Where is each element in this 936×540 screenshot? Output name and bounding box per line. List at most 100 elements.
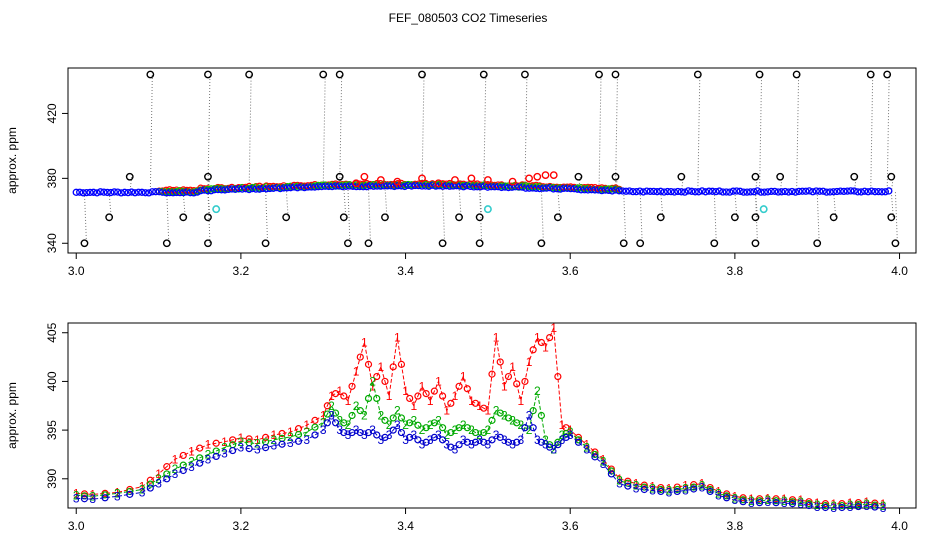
series-2-label: 2 xyxy=(114,486,121,500)
y-tick-label: 420 xyxy=(45,103,59,123)
series-3-point xyxy=(197,187,205,195)
outlier-point xyxy=(335,172,344,181)
series-3-label: 3 xyxy=(139,485,146,499)
series-3-point xyxy=(562,433,570,442)
series-3-label: 3 xyxy=(410,428,417,442)
series-3-point xyxy=(96,188,105,196)
series-3-point xyxy=(172,188,181,197)
series-3-point xyxy=(847,187,855,195)
series-3-point xyxy=(567,184,575,193)
series-3-point xyxy=(80,495,89,503)
x-axis-bottom: 3.0 3.2 3.4 3.6 3.8 4.0 xyxy=(68,508,908,533)
series-1-high-point xyxy=(525,174,533,183)
outlier-connector xyxy=(598,74,602,191)
outlier-connector xyxy=(442,186,446,244)
series-1-point xyxy=(389,363,397,371)
series-3-point xyxy=(719,188,727,196)
y-tick-label: 395 xyxy=(45,420,59,440)
series-3-point xyxy=(86,188,94,197)
y-tick-label: 390 xyxy=(45,468,59,488)
series-2-label: 2 xyxy=(485,423,492,437)
series-1-label: 1 xyxy=(452,389,459,403)
series-3-point xyxy=(231,185,239,193)
series-2-point xyxy=(163,470,171,478)
series-3-point xyxy=(200,186,208,194)
series-3-point xyxy=(722,188,730,196)
series-1-label: 1 xyxy=(748,492,755,506)
outlier-connector xyxy=(368,186,372,244)
series-3-point xyxy=(805,187,813,195)
series-3-point xyxy=(366,182,374,190)
series-2-point xyxy=(455,424,463,432)
series-1-label: 1 xyxy=(559,418,566,432)
series-3-point xyxy=(411,181,419,190)
series-2-point xyxy=(488,416,496,424)
series-3-point xyxy=(777,188,786,196)
series-3-label: 3 xyxy=(353,423,360,437)
series-3-label: 3 xyxy=(526,409,533,423)
series-1-high-point xyxy=(434,179,443,188)
series-2-label: 2 xyxy=(287,430,294,444)
series-3-point xyxy=(421,182,430,190)
series-2-point xyxy=(126,487,134,496)
series-3-label: 3 xyxy=(633,482,640,496)
series-3-point xyxy=(290,183,298,191)
series-1-label: 1 xyxy=(410,399,417,413)
series-1-point xyxy=(294,425,303,433)
series-3-point xyxy=(261,444,270,452)
series-2-label: 2 xyxy=(699,479,706,493)
series-3-point xyxy=(681,188,689,196)
x-tick-label: 3.4 xyxy=(397,264,414,278)
series-3-point xyxy=(739,498,747,506)
series-2-point xyxy=(294,430,303,439)
outlier-point xyxy=(751,213,760,222)
series-2-label: 2 xyxy=(797,495,804,509)
outlier-connector xyxy=(577,176,581,190)
outlier-connector xyxy=(149,74,153,193)
series-3-point xyxy=(117,189,125,197)
outlier-connector xyxy=(833,192,837,218)
series-3-point xyxy=(235,184,243,193)
outlier-point xyxy=(261,239,270,248)
series-3-point xyxy=(463,182,471,190)
series-3-point xyxy=(549,185,558,193)
series-3-label: 3 xyxy=(378,433,385,447)
series-2-point xyxy=(471,428,480,437)
series-3-point xyxy=(214,185,222,194)
outlier-point xyxy=(162,239,171,248)
series-3-label: 3 xyxy=(435,428,442,442)
series-3-point xyxy=(684,187,692,195)
x-tick-label: 3.2 xyxy=(233,519,250,533)
outlier-connector xyxy=(639,192,643,244)
series-3-point xyxy=(755,499,764,507)
series-2-point xyxy=(562,429,570,438)
outlier-connector xyxy=(166,192,170,244)
series-3-point xyxy=(857,188,865,196)
series-2-label: 2 xyxy=(303,425,310,439)
series-1-point xyxy=(356,353,364,361)
series-1-point xyxy=(261,433,270,442)
series-3-point xyxy=(660,188,668,196)
outlier-point xyxy=(891,239,900,248)
series-3-label: 3 xyxy=(320,423,327,437)
series-3-point xyxy=(283,184,291,192)
series-3-point xyxy=(124,189,132,197)
series-1-label: 1 xyxy=(188,445,195,459)
series-3-point xyxy=(101,494,109,502)
series-3-point xyxy=(591,453,599,461)
series-1-point xyxy=(364,360,373,368)
series-3-point xyxy=(829,188,838,196)
series-2-point xyxy=(348,411,356,420)
outlier-point xyxy=(883,70,892,79)
series-3-label: 3 xyxy=(386,428,393,442)
series-3-point xyxy=(591,186,599,194)
series-1-point xyxy=(323,402,331,410)
series-2-label: 2 xyxy=(345,418,352,432)
series-3-point xyxy=(141,189,150,197)
series-1-label: 1 xyxy=(517,394,524,408)
series-2-label: 2 xyxy=(336,413,343,427)
series-1-high-point xyxy=(483,176,492,184)
series-3-point xyxy=(850,187,858,195)
series-2-label: 2 xyxy=(443,428,450,442)
series-3-point xyxy=(155,188,163,196)
